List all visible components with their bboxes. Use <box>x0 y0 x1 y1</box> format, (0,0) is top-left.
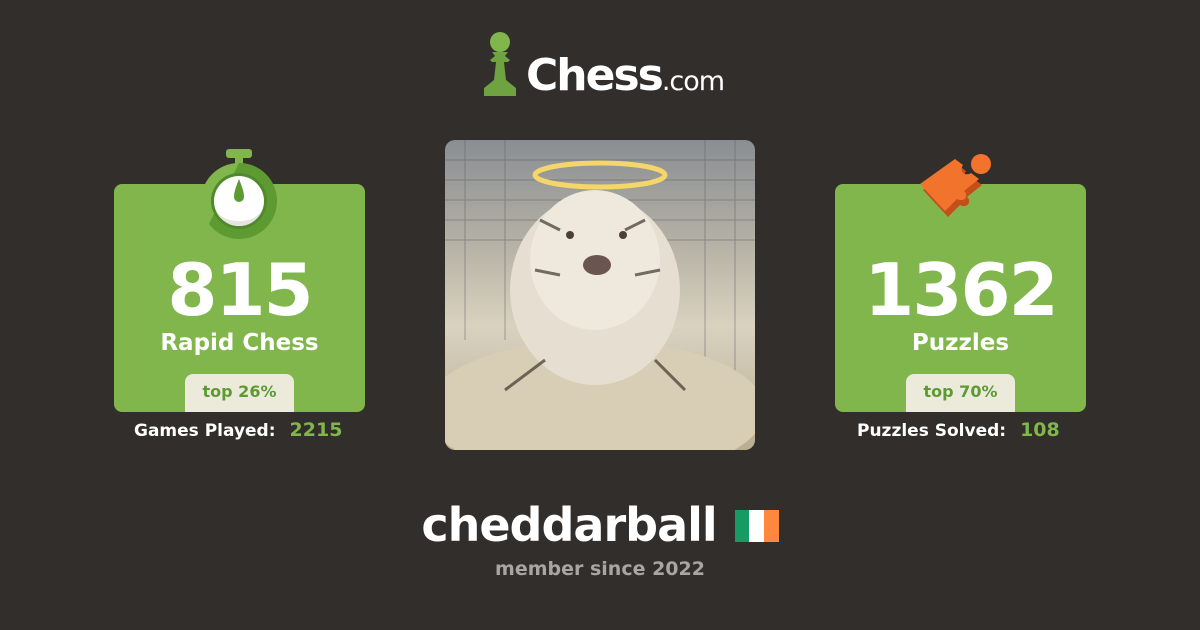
rapid-rating: 815 <box>167 248 313 332</box>
ireland-flag-icon <box>734 509 779 542</box>
member-since: member since 2022 <box>495 558 705 580</box>
puzzle-piece-icon <box>920 154 991 217</box>
username-row: cheddarball <box>0 498 1200 552</box>
avatar-image <box>445 140 755 450</box>
puzzles-rating: 1362 <box>864 248 1058 332</box>
chess-com-logo: Chess.com <box>478 28 725 101</box>
avatar[interactable] <box>445 140 755 450</box>
puzzles-solved: Puzzles Solved: 108 <box>857 419 1060 441</box>
username: cheddarball <box>421 498 717 552</box>
rapid-percentile-badge: top 26% <box>185 374 294 412</box>
rapid-label: Rapid Chess <box>160 330 319 356</box>
pawn-icon <box>484 32 516 96</box>
games-played: Games Played: 2215 <box>134 419 343 441</box>
puzzles-percentile-badge: top 70% <box>906 374 1015 412</box>
puzzles-card: 1362 Puzzles top 70% <box>835 184 1086 412</box>
puzzles-label: Puzzles <box>911 330 1010 356</box>
stopwatch-icon <box>201 149 277 239</box>
brand-name: Chess.com <box>526 50 725 101</box>
